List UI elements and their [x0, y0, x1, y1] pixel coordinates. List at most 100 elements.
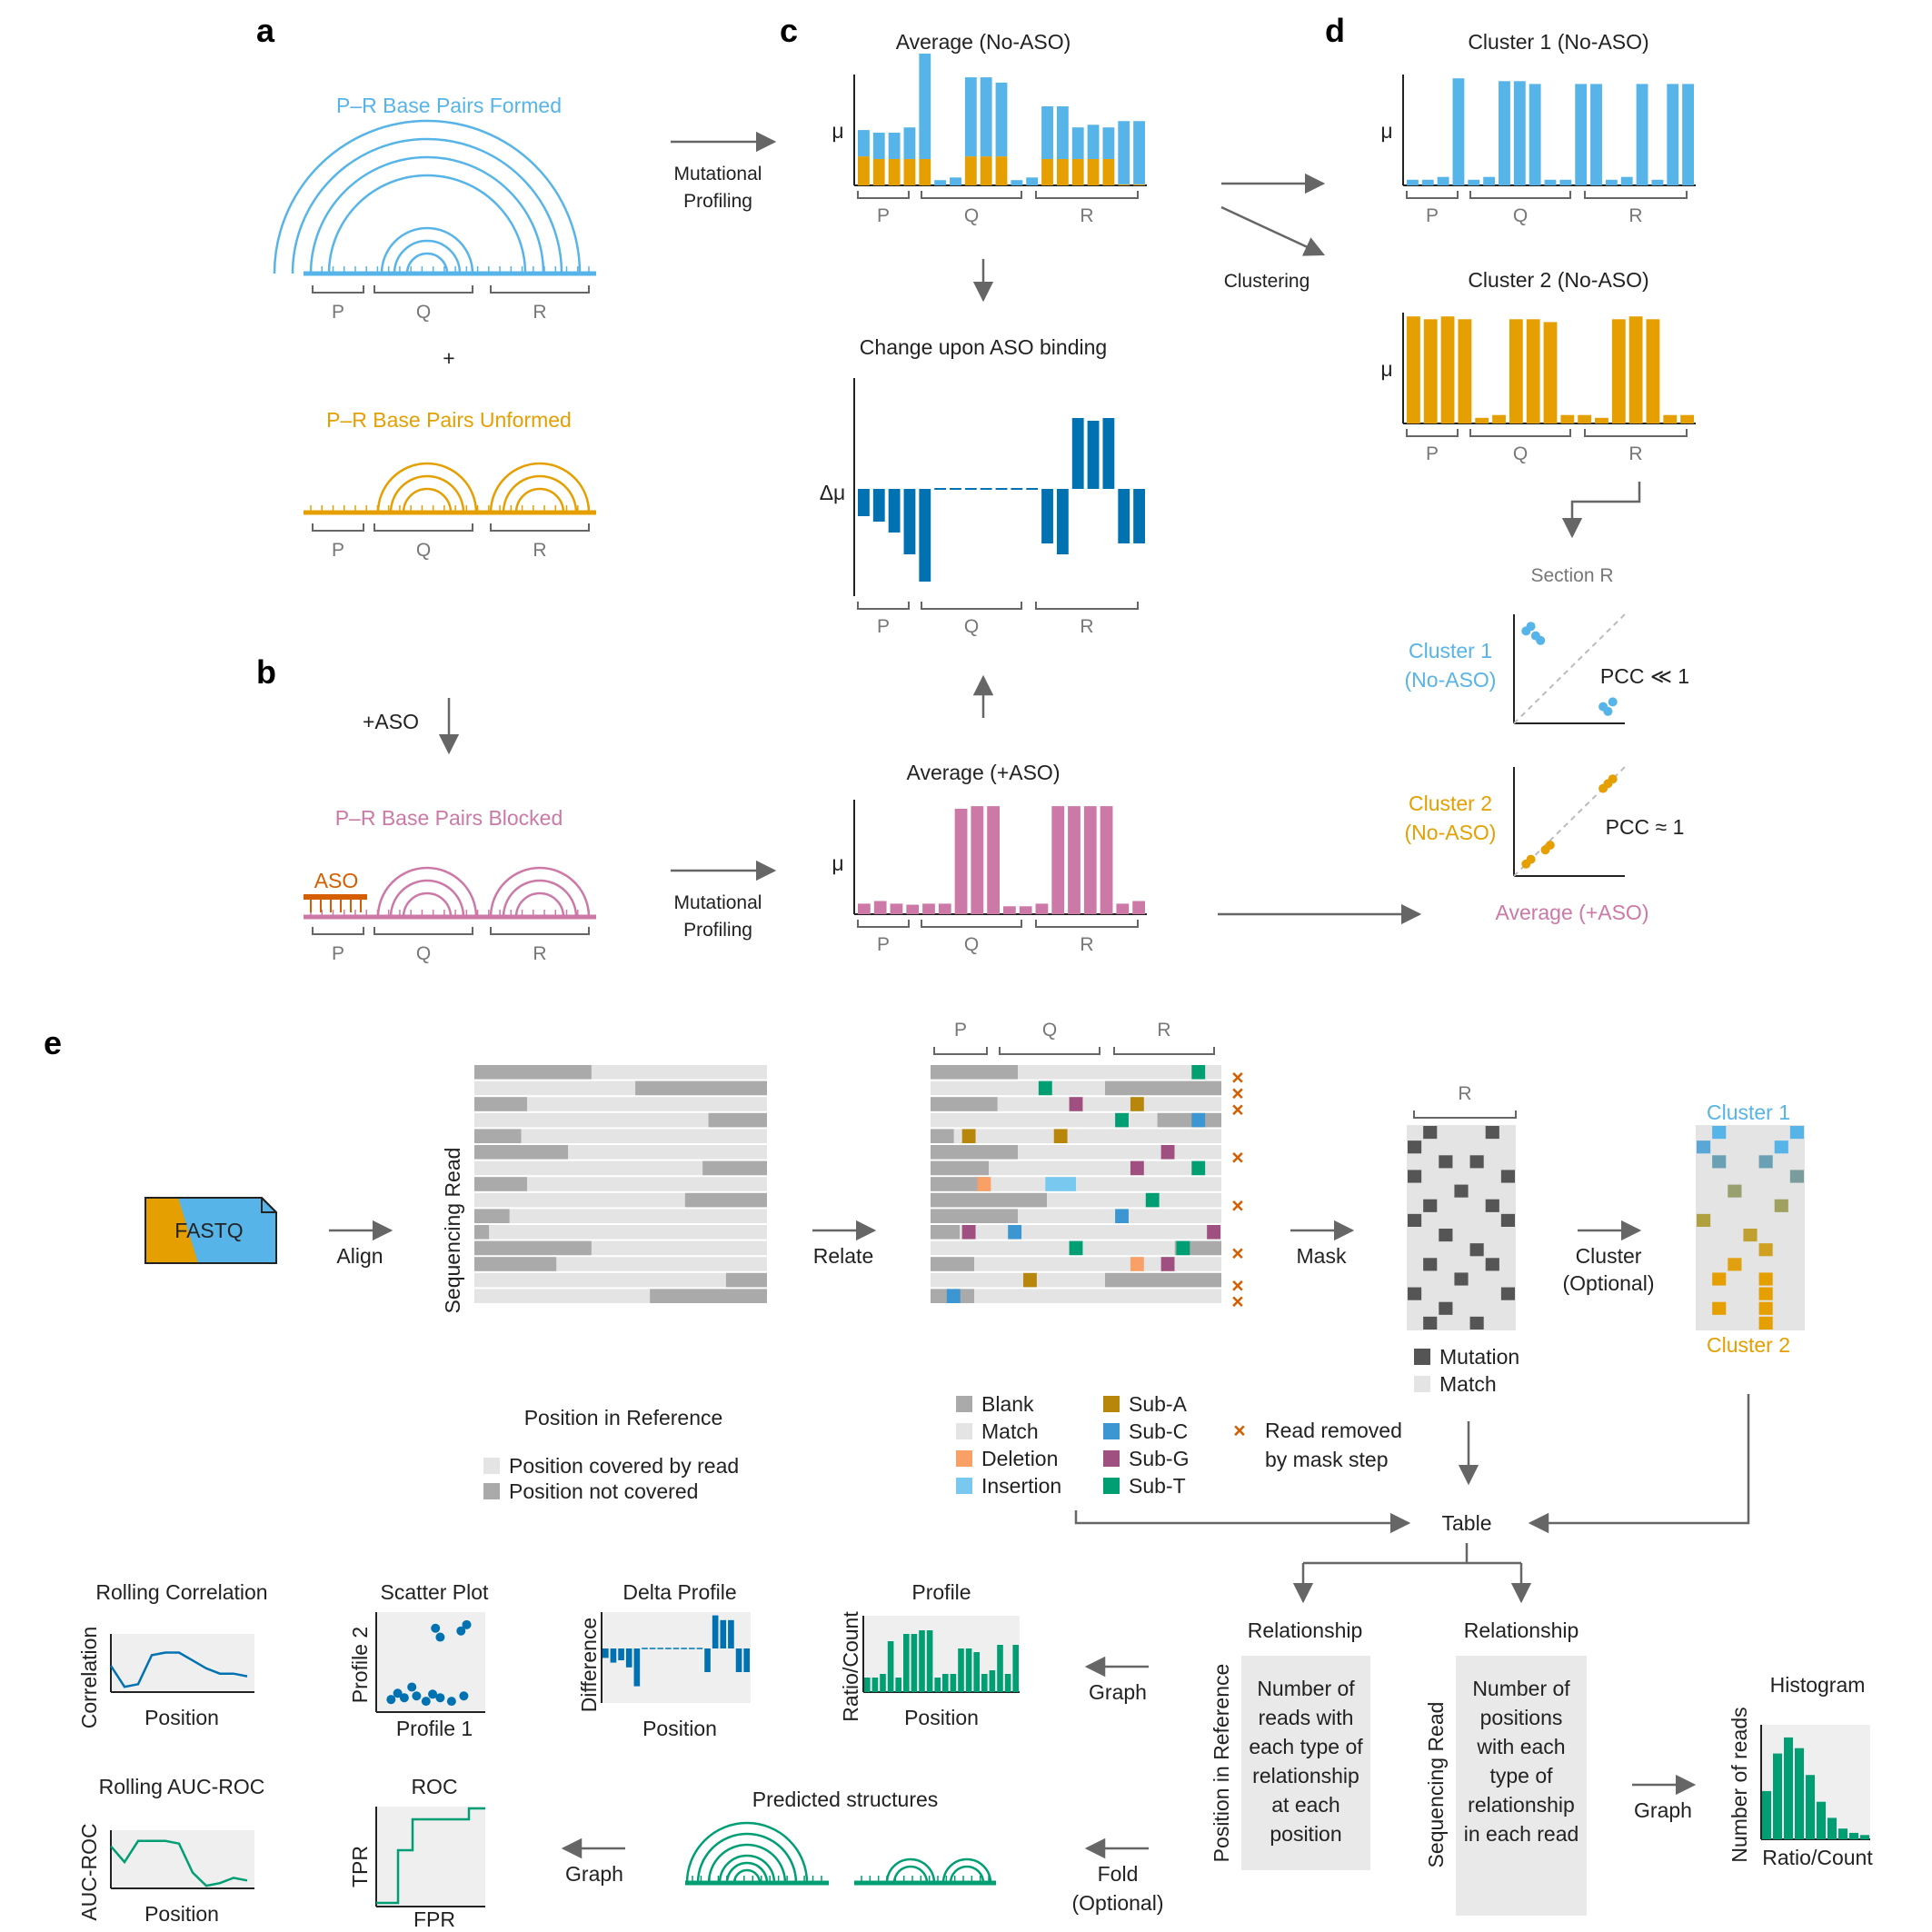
section-label: R: [1157, 1020, 1170, 1041]
rel-cell: [1191, 1112, 1206, 1128]
profile-bar: [1012, 1645, 1019, 1692]
legend-mutation: Mutation: [1439, 1345, 1519, 1369]
box-line: at each: [1271, 1793, 1339, 1817]
base-pair-arc: [402, 891, 453, 918]
aso-step-label: +ASO: [363, 710, 419, 733]
removed-x: ×: [1231, 1066, 1243, 1090]
rel-cell: [1115, 1112, 1129, 1128]
rel-cell: [961, 1129, 976, 1143]
bar: [858, 489, 870, 516]
cluster2-chart: [1402, 313, 1696, 424]
cluster-cell: [1758, 1243, 1773, 1257]
removed-x-legend: ×: [1233, 1419, 1245, 1442]
seq-read-axis-label: Sequencing Read: [441, 1148, 464, 1314]
scatter-point: [462, 1619, 472, 1629]
scatter-point: [421, 1697, 431, 1707]
removed-x: ×: [1231, 1273, 1243, 1297]
scatter-point: [446, 1697, 456, 1707]
bar-unformed: [995, 156, 1008, 185]
scatter-point: [459, 1691, 469, 1701]
rel-row: [931, 1129, 1221, 1143]
plot-bg: [111, 1634, 254, 1692]
bar: [1421, 179, 1434, 185]
rel-cell: [977, 1177, 991, 1191]
bar-unformed: [919, 159, 931, 185]
base-pair-arc: [327, 174, 527, 274]
read-uncovered: [650, 1289, 767, 1303]
graph-label-roc: Graph: [565, 1862, 623, 1886]
hist-bar: [1795, 1748, 1804, 1839]
scatter-point: [1608, 697, 1618, 707]
delta-bar: [712, 1615, 719, 1648]
bar: [1559, 179, 1572, 185]
read-row: [474, 1112, 767, 1128]
base-pair-arc: [389, 879, 465, 918]
mut-profiling-label-2b: Profiling: [683, 920, 752, 941]
section-bracket: [1584, 191, 1688, 199]
legend-covered-swatch: [483, 1458, 500, 1474]
bar: [1483, 176, 1496, 185]
section-bracket: [373, 927, 473, 935]
read-uncovered: [474, 1177, 527, 1191]
scatter-point: [1603, 706, 1613, 716]
profile-bar: [934, 1678, 941, 1692]
profile-x-label: Position: [904, 1706, 979, 1729]
base-pair-arc: [402, 487, 453, 513]
delta-bar: [728, 1619, 734, 1648]
mutation-cell: [1439, 1229, 1453, 1242]
delta-profile-chart: [601, 1612, 751, 1703]
fastq-label: FASTQ: [174, 1219, 243, 1242]
read-uncovered: [474, 1065, 592, 1080]
read-row: [474, 1097, 767, 1111]
profile-bar: [942, 1674, 949, 1692]
blocked-arc-diagram: [304, 866, 596, 920]
cluster-cell: [1758, 1155, 1773, 1169]
section-label: Q: [1513, 205, 1528, 226]
cluster-cell: [1697, 1140, 1711, 1154]
box-line: Number of: [1472, 1677, 1570, 1700]
delta-x-label: Position: [642, 1717, 717, 1740]
mutation-cell: [1485, 1126, 1499, 1140]
removed-label-b: by mask step: [1265, 1448, 1389, 1471]
scatter1-label-b: (No-ASO): [1405, 668, 1497, 692]
bar: [1407, 316, 1420, 423]
base-pair-arc: [273, 119, 582, 274]
bar-formed: [903, 127, 916, 159]
rel-row: [931, 1112, 1221, 1128]
bar-formed: [980, 77, 992, 157]
box-line: with each: [1476, 1735, 1565, 1758]
bar: [873, 901, 887, 914]
mu-label-c1: μ: [832, 119, 843, 143]
histogram-title: Histogram: [1770, 1673, 1866, 1697]
bar: [919, 489, 931, 582]
base-pair-arc: [502, 879, 578, 918]
legend-covered-label: Position covered by read: [509, 1454, 739, 1478]
bar: [1499, 81, 1510, 185]
scatter-point: [435, 1693, 445, 1703]
bar: [1102, 418, 1115, 489]
base-pair-arc: [376, 866, 478, 918]
bar-formed: [1133, 121, 1145, 184]
relationship-2-title: Relationship: [1464, 1618, 1579, 1642]
mutation-cell: [1408, 1140, 1422, 1154]
formed-arc-diagram: [273, 119, 596, 276]
hist-x-label: Ratio/Count: [1762, 1846, 1873, 1869]
hist-bar: [1849, 1832, 1858, 1839]
mask-section-r: R: [1458, 1083, 1471, 1104]
scatter-point: [435, 1632, 445, 1642]
section-label: P: [1426, 443, 1439, 464]
profile-y-label: Ratio/Count: [839, 1611, 862, 1722]
bar-unformed: [1071, 159, 1084, 185]
delta-bar: [735, 1648, 742, 1672]
section-bracket: [857, 191, 910, 199]
scatter2-label-a: Cluster 2: [1409, 792, 1492, 815]
bar-formed: [934, 180, 947, 185]
section-label: Q: [964, 616, 979, 637]
bar-unformed: [872, 159, 885, 185]
plus-sign: +: [443, 346, 454, 370]
rel-cell: [1130, 1160, 1144, 1176]
bar: [1529, 84, 1541, 185]
corr-line: [109, 1651, 248, 1688]
section-bracket: [490, 523, 590, 532]
rel-blank: [1157, 1112, 1221, 1128]
